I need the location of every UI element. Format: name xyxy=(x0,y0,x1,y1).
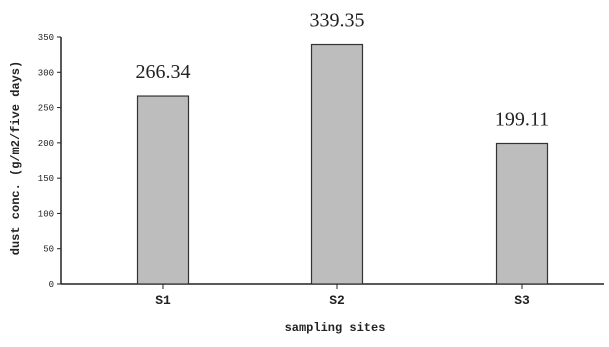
bar-s3 xyxy=(495,142,549,285)
y-axis-title: dust conc. (g/m2/five days) xyxy=(9,61,23,255)
y-tick-label: 50 xyxy=(43,245,54,255)
y-tick-label: 150 xyxy=(38,174,54,184)
data-label-s3: 199.11 xyxy=(495,108,549,130)
y-tick-label: 350 xyxy=(38,33,54,43)
y-tick-label: 100 xyxy=(38,209,54,219)
y-tick-label: 0 xyxy=(49,280,54,290)
x-tick-label: S1 xyxy=(155,293,171,308)
x-tick-label: S3 xyxy=(514,293,530,308)
x-tick-label: S2 xyxy=(329,293,345,308)
y-tick-label: 250 xyxy=(38,104,54,114)
x-axis-title: sampling sites xyxy=(285,321,386,335)
bar-s1 xyxy=(136,95,190,285)
y-tick-label: 300 xyxy=(38,68,54,78)
data-label-s2: 339.35 xyxy=(310,10,365,32)
data-labels: 266.34 339.35 199.11 xyxy=(136,10,550,131)
y-tick-label: 200 xyxy=(38,139,54,149)
bar-s2 xyxy=(310,43,364,285)
data-label-s1: 266.34 xyxy=(136,61,191,83)
bars xyxy=(136,43,549,285)
